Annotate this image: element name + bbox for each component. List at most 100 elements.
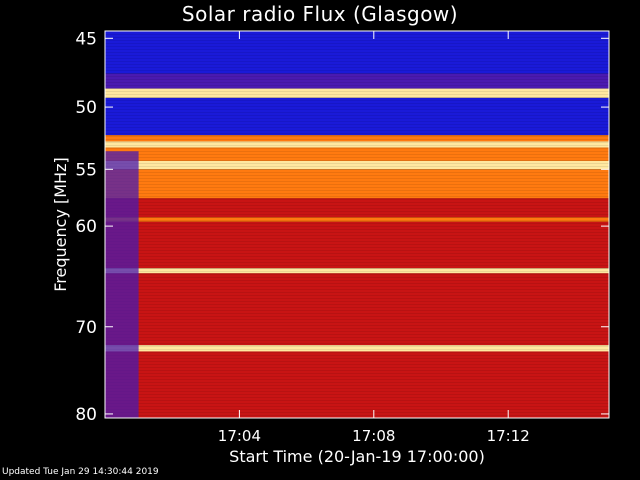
striation: [105, 412, 609, 413]
striation: [105, 217, 609, 218]
striation: [105, 64, 609, 65]
striation: [105, 268, 609, 269]
frequency-band: [105, 221, 609, 269]
striation: [105, 349, 609, 350]
striation: [105, 112, 609, 113]
striation: [105, 241, 609, 242]
striation: [105, 103, 609, 104]
striation: [105, 364, 609, 365]
striation: [105, 298, 609, 299]
updated-timestamp: Updated Tue Jan 29 14:30:44 2019: [2, 467, 159, 477]
striation: [105, 175, 609, 176]
striation: [105, 193, 609, 194]
frequency-band: [105, 160, 609, 170]
frequency-band: [105, 345, 609, 352]
striation: [105, 388, 609, 389]
striation: [105, 52, 609, 53]
striation: [105, 163, 609, 164]
striation: [105, 115, 609, 116]
striation: [105, 328, 609, 329]
frequency-band: [105, 273, 609, 346]
striation: [105, 184, 609, 185]
striation: [105, 97, 609, 98]
striation: [105, 205, 609, 206]
striation: [105, 40, 609, 41]
striation: [105, 352, 609, 353]
striation: [105, 397, 609, 398]
striation: [105, 232, 609, 233]
striation: [105, 286, 609, 287]
striation: [105, 130, 609, 131]
striation: [105, 202, 609, 203]
y-tick-label: 80: [75, 405, 97, 425]
striation: [105, 181, 609, 182]
striation: [105, 139, 609, 140]
striation: [105, 265, 609, 266]
frequency-band: [105, 31, 609, 74]
striation: [105, 295, 609, 296]
chart-title: Solar radio Flux (Glasgow): [181, 2, 459, 26]
striation: [105, 214, 609, 215]
striation: [105, 277, 609, 278]
striation: [105, 118, 609, 119]
frequency-band: [105, 135, 609, 142]
striation: [105, 148, 609, 149]
striation: [105, 355, 609, 356]
frequency-band: [105, 268, 609, 274]
striation: [105, 307, 609, 308]
striation: [105, 172, 609, 173]
striation: [105, 280, 609, 281]
striation: [105, 88, 609, 89]
striation: [105, 166, 609, 167]
striation: [105, 127, 609, 128]
y-tick-label: 70: [75, 318, 97, 338]
striation: [105, 43, 609, 44]
y-tick-label: 60: [75, 217, 97, 237]
striation: [105, 67, 609, 68]
striation: [105, 301, 609, 302]
striation: [105, 271, 609, 272]
y-tick-label: 50: [75, 98, 97, 118]
y-tick-label: 45: [75, 29, 97, 49]
striation: [105, 403, 609, 404]
striation: [105, 274, 609, 275]
striation: [105, 58, 609, 59]
striation: [105, 157, 609, 158]
striation: [105, 220, 609, 221]
striation: [105, 415, 609, 416]
striation: [105, 373, 609, 374]
striation: [105, 94, 609, 95]
x-tick-label: 17:12: [487, 427, 530, 445]
striation: [105, 304, 609, 305]
striation: [105, 400, 609, 401]
striation: [105, 346, 609, 347]
striation: [105, 109, 609, 110]
striation: [105, 370, 609, 371]
y-axis-label: Frequency [MHz]: [51, 157, 70, 291]
striation: [105, 316, 609, 317]
frequency-band: [105, 351, 609, 418]
striation: [105, 34, 609, 35]
striation: [105, 247, 609, 248]
striation: [105, 385, 609, 386]
striation: [105, 121, 609, 122]
striation: [105, 151, 609, 152]
striation: [105, 331, 609, 332]
striation: [105, 229, 609, 230]
striation: [105, 310, 609, 311]
striation: [105, 142, 609, 143]
striation: [105, 322, 609, 323]
striation: [105, 199, 609, 200]
striation: [105, 160, 609, 161]
striation: [105, 46, 609, 47]
striation: [105, 211, 609, 212]
frequency-band: [105, 147, 609, 161]
frequency-band: [105, 169, 609, 199]
striation: [105, 259, 609, 260]
striation: [105, 70, 609, 71]
striation: [105, 406, 609, 407]
striation: [105, 49, 609, 50]
striation: [105, 409, 609, 410]
striation: [105, 382, 609, 383]
striation: [105, 76, 609, 77]
